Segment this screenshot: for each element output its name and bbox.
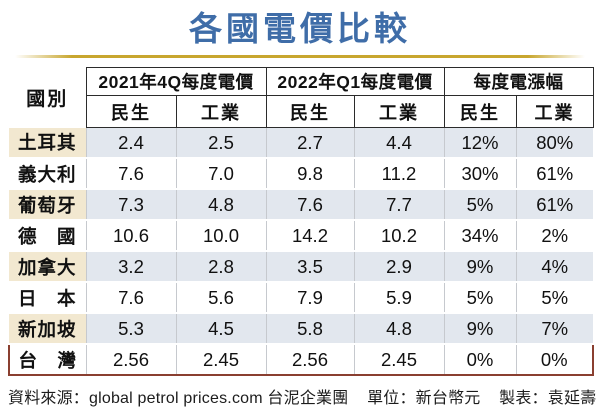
value-cell: 7% xyxy=(516,313,593,345)
value-cell: 2.56 xyxy=(86,343,177,376)
table-row-singapore: 新加坡 5.3 4.5 5.8 4.8 9% 7% xyxy=(9,313,593,345)
value-cell: 14.2 xyxy=(266,220,355,252)
table-row-turkey: 土耳其 2.4 2.5 2.7 4.4 12% 80% xyxy=(9,127,593,159)
table-row-taiwan-highlighted: 台 灣 2.56 2.45 2.56 2.45 0% 0% xyxy=(8,343,594,376)
column-group-increase: 每度電漲幅 xyxy=(443,67,594,96)
value-cell: 5% xyxy=(444,189,517,221)
table-maker-text: 製表：袁延壽 xyxy=(499,390,597,407)
country-cell: 日 本 xyxy=(9,282,87,314)
subheader-2022-industrial: 工業 xyxy=(353,95,445,128)
value-cell: 7.7 xyxy=(354,189,445,221)
header-sub-row: 民生 工業 民生 工業 民生 工業 xyxy=(9,95,594,128)
value-cell: 10.0 xyxy=(176,220,267,252)
table-row-portugal: 葡萄牙 7.3 4.8 7.6 7.7 5% 61% xyxy=(9,189,593,221)
value-cell: 2% xyxy=(516,220,593,252)
value-cell: 9% xyxy=(444,251,517,283)
value-cell: 80% xyxy=(516,127,593,159)
data-source-text: 資料來源：global petrol prices.com 台泥企業團 xyxy=(8,390,349,407)
value-cell: 7.0 xyxy=(176,158,267,190)
value-cell: 7.6 xyxy=(266,189,355,221)
page-title: 各國電價比較 xyxy=(189,10,411,47)
value-cell: 3.2 xyxy=(86,251,177,283)
value-cell: 61% xyxy=(516,189,593,221)
value-cell: 2.56 xyxy=(266,343,355,376)
value-cell: 2.7 xyxy=(266,127,355,159)
value-cell: 7.3 xyxy=(86,189,177,221)
country-cell: 德 國 xyxy=(9,220,87,252)
unit-text: 單位：新台幣元 xyxy=(367,390,481,407)
country-cell: 葡萄牙 xyxy=(9,189,87,221)
value-cell: 5.9 xyxy=(354,282,445,314)
table-row-germany: 德 國 10.6 10.0 14.2 10.2 34% 2% xyxy=(9,220,593,252)
value-cell: 10.6 xyxy=(86,220,177,252)
value-cell: 0% xyxy=(444,343,517,376)
value-cell: 34% xyxy=(444,220,517,252)
footer-note: 資料來源：global petrol prices.com 台泥企業團 單位：新… xyxy=(8,384,596,408)
value-cell: 4% xyxy=(516,251,593,283)
table-row-italy: 義大利 7.6 7.0 9.8 11.2 30% 61% xyxy=(9,158,593,190)
country-cell: 義大利 xyxy=(9,158,87,190)
subheader-2021-residential: 民生 xyxy=(85,95,177,128)
country-cell: 台 灣 xyxy=(8,343,87,376)
subheader-increase-residential: 民生 xyxy=(443,95,517,128)
value-cell: 7.6 xyxy=(86,282,177,314)
value-cell: 4.8 xyxy=(354,313,445,345)
header-group-row: 國別 2021年4Q每度電價 2022年Q1每度電價 每度電漲幅 xyxy=(9,67,594,128)
country-cell: 土耳其 xyxy=(9,127,87,159)
table-row-canada: 加拿大 3.2 2.8 3.5 2.9 9% 4% xyxy=(9,251,593,283)
subheader-increase-industrial: 工業 xyxy=(515,95,594,128)
column-group-2022q1: 2022年Q1每度電價 xyxy=(265,67,445,96)
value-cell: 4.4 xyxy=(354,127,445,159)
value-cell: 7.9 xyxy=(266,282,355,314)
electricity-price-table: 國別 2021年4Q每度電價 2022年Q1每度電價 每度電漲幅 民生 工業 民… xyxy=(8,67,594,376)
value-cell: 5.3 xyxy=(86,313,177,345)
value-cell: 4.5 xyxy=(176,313,267,345)
value-cell: 2.45 xyxy=(354,343,445,376)
subheader-2022-residential: 民生 xyxy=(265,95,355,128)
value-cell: 11.2 xyxy=(354,158,445,190)
value-cell: 4.8 xyxy=(176,189,267,221)
value-cell: 10.2 xyxy=(354,220,445,252)
value-cell: 0% xyxy=(516,343,594,376)
value-cell: 5% xyxy=(516,282,593,314)
value-cell: 2.45 xyxy=(176,343,267,376)
value-cell: 9.8 xyxy=(266,158,355,190)
subheader-2021-industrial: 工業 xyxy=(175,95,267,128)
value-cell: 2.5 xyxy=(176,127,267,159)
title-underline-rule xyxy=(15,55,585,58)
value-cell: 2.4 xyxy=(86,127,177,159)
column-header-country: 國別 xyxy=(9,67,87,128)
value-cell: 5.6 xyxy=(176,282,267,314)
value-cell: 9% xyxy=(444,313,517,345)
value-cell: 2.9 xyxy=(354,251,445,283)
value-cell: 30% xyxy=(444,158,517,190)
value-cell: 61% xyxy=(516,158,593,190)
value-cell: 3.5 xyxy=(266,251,355,283)
table-row-japan: 日 本 7.6 5.6 7.9 5.9 5% 5% xyxy=(9,282,593,314)
value-cell: 2.8 xyxy=(176,251,267,283)
value-cell: 5% xyxy=(444,282,517,314)
country-cell: 新加坡 xyxy=(9,313,87,345)
value-cell: 5.8 xyxy=(266,313,355,345)
value-cell: 12% xyxy=(444,127,517,159)
column-group-2021q4: 2021年4Q每度電價 xyxy=(85,67,267,96)
country-cell: 加拿大 xyxy=(9,251,87,283)
value-cell: 7.6 xyxy=(86,158,177,190)
